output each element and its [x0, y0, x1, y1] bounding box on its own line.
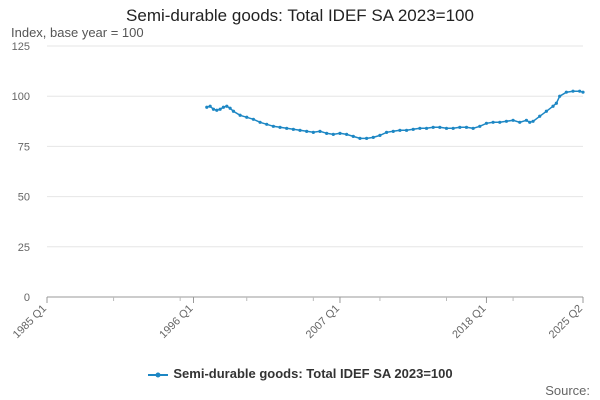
data-point [218, 107, 222, 111]
y-tick-label: 50 [18, 192, 30, 204]
y-tick-label: 0 [24, 292, 30, 304]
data-point [444, 126, 449, 130]
x-tick-label: 2025 Q2 [547, 303, 585, 341]
data-point [504, 119, 509, 123]
data-point [358, 136, 362, 140]
data-point [524, 118, 529, 122]
legend[interactable]: Semi-durable goods: Total IDEF SA 2023=1… [0, 366, 600, 381]
y-axis-label: Index, base year = 100 [11, 25, 144, 40]
data-point [245, 115, 249, 119]
x-tick-label: 2007 Q1 [304, 303, 342, 341]
data-point [225, 104, 229, 108]
data-point [318, 129, 322, 133]
data-point [221, 105, 226, 109]
data-point [384, 130, 389, 134]
y-tick-label: 75 [18, 141, 30, 153]
data-point [558, 94, 562, 98]
y-tick-label: 100 [12, 91, 30, 103]
data-point [258, 120, 262, 124]
data-point [471, 126, 475, 130]
data-point [554, 101, 558, 105]
data-point [391, 129, 395, 133]
data-point [231, 109, 236, 113]
data-point [291, 127, 295, 131]
data-point [458, 125, 462, 129]
data-point [464, 125, 469, 129]
data-point [215, 108, 219, 112]
source-label: Source: [545, 383, 590, 398]
y-tick-label: 125 [12, 41, 30, 53]
data-point [211, 107, 216, 111]
legend-label: Semi-durable goods: Total IDEF SA 2023=1… [173, 366, 453, 381]
data-point [451, 126, 455, 130]
data-point [345, 132, 349, 136]
data-point [365, 136, 369, 140]
data-point [531, 119, 535, 123]
data-point [438, 125, 442, 129]
data-point [265, 122, 269, 126]
data-point [528, 120, 532, 124]
data-point [351, 134, 355, 138]
data-point [478, 124, 482, 128]
data-point [285, 126, 289, 130]
data-point [431, 125, 435, 129]
series-line [206, 90, 584, 140]
x-tick-label: 2018 Q1 [450, 303, 488, 341]
data-point [378, 133, 382, 137]
data-point [544, 109, 548, 113]
data-point [228, 106, 232, 110]
data-point [564, 90, 568, 94]
data-point [578, 89, 582, 93]
x-tick-label: 1985 Q1 [11, 303, 49, 341]
x-tick-label: 1996 Q1 [157, 303, 195, 341]
data-point [518, 120, 522, 124]
y-tick-label: 25 [18, 242, 30, 254]
data-point [205, 105, 209, 109]
data-point [511, 118, 515, 122]
data-point [404, 128, 409, 132]
gridlines [47, 45, 583, 248]
data-point [551, 104, 555, 108]
data-point [331, 132, 335, 136]
data-point [278, 125, 282, 129]
x-axis: 1985 Q1 1996 Q1 2007 Q1 2018 Q1 2025 Q2 [11, 296, 585, 341]
data-point [418, 126, 422, 130]
y-axis-ticks: 0 25 50 75 100 125 [12, 41, 30, 304]
data-point [271, 124, 275, 128]
data-point [298, 128, 302, 132]
data-point [538, 114, 542, 118]
data-point [251, 117, 256, 121]
data-point [581, 90, 585, 94]
data-point [491, 120, 495, 124]
legend-line-icon [148, 372, 169, 378]
data-point [484, 121, 489, 125]
data-point [424, 126, 429, 130]
data-point [338, 131, 342, 135]
data-point [238, 113, 242, 117]
data-point [411, 127, 415, 131]
data-point [305, 129, 309, 133]
chart-title: Semi-durable goods: Total IDEF SA 2023=1… [126, 6, 474, 25]
data-point [208, 104, 212, 108]
data-point [311, 130, 315, 134]
data-point [325, 131, 329, 135]
data-point [371, 135, 375, 139]
data-point [498, 120, 502, 124]
series-group [205, 89, 585, 140]
data-point [398, 128, 402, 132]
data-point [571, 89, 575, 93]
